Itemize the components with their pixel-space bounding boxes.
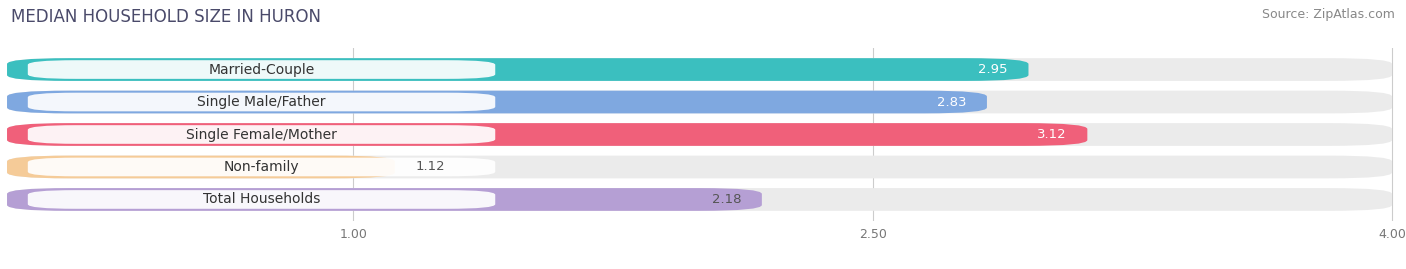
FancyBboxPatch shape [7, 58, 1028, 81]
FancyBboxPatch shape [28, 125, 495, 144]
Text: Total Households: Total Households [202, 192, 321, 207]
Text: Source: ZipAtlas.com: Source: ZipAtlas.com [1261, 8, 1395, 21]
Text: 1.12: 1.12 [416, 161, 446, 174]
FancyBboxPatch shape [7, 123, 1392, 146]
Text: 2.95: 2.95 [979, 63, 1008, 76]
Text: 2.83: 2.83 [936, 95, 966, 108]
FancyBboxPatch shape [7, 155, 1392, 178]
Text: Non-family: Non-family [224, 160, 299, 174]
FancyBboxPatch shape [7, 155, 395, 178]
Text: Single Male/Father: Single Male/Father [197, 95, 326, 109]
Text: 3.12: 3.12 [1038, 128, 1067, 141]
FancyBboxPatch shape [7, 123, 1087, 146]
FancyBboxPatch shape [28, 158, 495, 176]
FancyBboxPatch shape [7, 188, 762, 211]
Text: MEDIAN HOUSEHOLD SIZE IN HURON: MEDIAN HOUSEHOLD SIZE IN HURON [11, 8, 321, 26]
FancyBboxPatch shape [28, 60, 495, 79]
FancyBboxPatch shape [28, 190, 495, 209]
FancyBboxPatch shape [7, 58, 1392, 81]
Text: Single Female/Mother: Single Female/Mother [186, 128, 337, 141]
FancyBboxPatch shape [28, 93, 495, 111]
FancyBboxPatch shape [7, 91, 987, 114]
Text: 2.18: 2.18 [711, 193, 741, 206]
Text: Married-Couple: Married-Couple [208, 62, 315, 77]
FancyBboxPatch shape [7, 91, 1392, 114]
FancyBboxPatch shape [7, 188, 1392, 211]
